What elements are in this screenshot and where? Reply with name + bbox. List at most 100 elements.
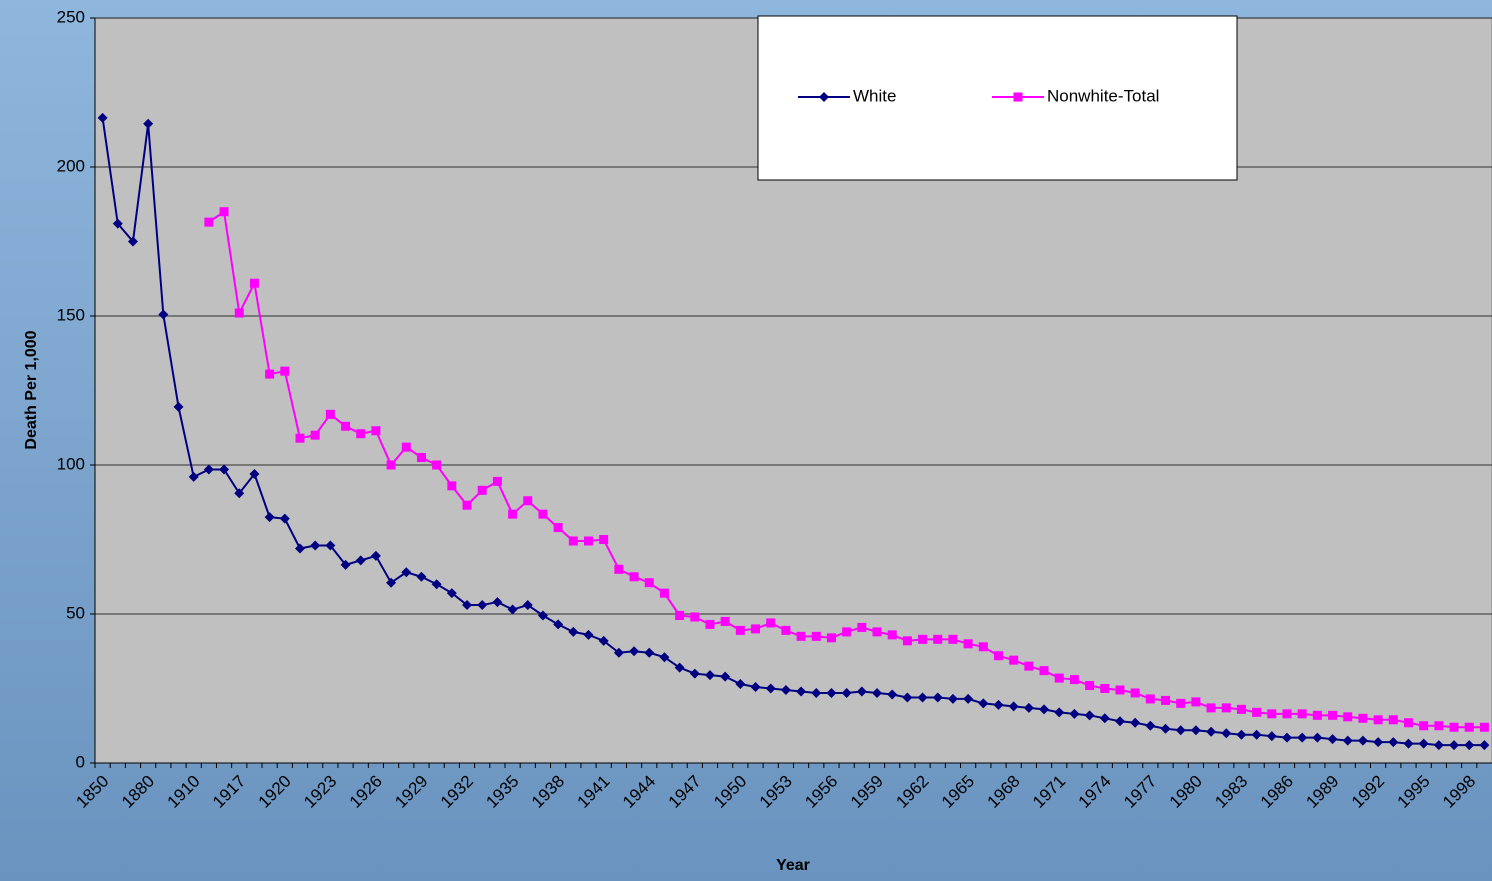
marker xyxy=(1251,729,1262,740)
legend: White Nonwhite-Total xyxy=(757,15,1238,181)
marker xyxy=(614,564,624,574)
marker xyxy=(508,509,518,519)
marker xyxy=(750,682,761,693)
marker xyxy=(1479,740,1490,751)
marker xyxy=(674,662,685,673)
marker xyxy=(1190,725,1201,736)
marker xyxy=(1130,717,1141,728)
marker xyxy=(492,476,502,486)
marker xyxy=(280,366,290,376)
marker xyxy=(173,401,184,412)
marker xyxy=(675,610,685,620)
marker xyxy=(416,571,427,582)
marker xyxy=(1449,740,1460,751)
marker xyxy=(1328,710,1338,720)
marker xyxy=(203,464,214,475)
marker xyxy=(644,578,654,588)
marker xyxy=(1024,661,1034,671)
marker xyxy=(492,597,503,608)
marker xyxy=(1160,723,1171,734)
marker xyxy=(887,689,898,700)
marker xyxy=(842,627,852,637)
marker xyxy=(629,572,639,582)
marker xyxy=(1464,722,1474,732)
marker xyxy=(1221,728,1232,739)
marker xyxy=(1145,694,1155,704)
marker xyxy=(1479,722,1489,732)
marker xyxy=(1357,735,1368,746)
marker xyxy=(325,540,336,551)
marker xyxy=(462,600,473,611)
marker xyxy=(963,639,973,649)
marker xyxy=(1009,655,1019,665)
marker xyxy=(188,471,199,482)
marker xyxy=(219,464,230,475)
marker xyxy=(249,278,259,288)
marker xyxy=(401,442,411,452)
marker xyxy=(447,481,457,491)
marker xyxy=(902,692,913,703)
marker xyxy=(1282,732,1293,743)
marker xyxy=(1282,709,1292,719)
marker xyxy=(1069,675,1079,685)
marker xyxy=(720,616,730,626)
marker xyxy=(1464,740,1475,751)
marker xyxy=(811,687,822,698)
marker xyxy=(1252,707,1262,717)
marker xyxy=(1039,704,1050,715)
y-tick-label: 0 xyxy=(76,752,85,771)
marker xyxy=(234,488,245,499)
marker xyxy=(1161,695,1171,705)
marker xyxy=(1100,684,1110,693)
marker xyxy=(857,622,867,632)
marker xyxy=(796,631,806,641)
marker xyxy=(613,647,624,658)
marker xyxy=(1343,712,1353,722)
marker xyxy=(599,535,609,544)
marker xyxy=(720,671,731,682)
marker xyxy=(97,112,108,123)
marker xyxy=(963,693,974,704)
marker xyxy=(294,543,305,554)
marker xyxy=(917,692,928,703)
marker xyxy=(993,651,1003,661)
marker xyxy=(249,468,260,479)
marker xyxy=(522,600,533,611)
marker xyxy=(523,496,533,506)
marker xyxy=(1023,702,1034,713)
marker xyxy=(796,686,807,697)
marker xyxy=(689,668,700,679)
y-tick-label: 150 xyxy=(57,305,85,324)
marker xyxy=(355,555,366,566)
marker xyxy=(1267,709,1277,719)
marker xyxy=(341,421,351,431)
marker xyxy=(1266,731,1277,742)
marker xyxy=(356,429,366,439)
marker xyxy=(1433,740,1444,751)
marker xyxy=(1206,703,1216,713)
marker xyxy=(584,536,594,546)
marker xyxy=(401,567,412,578)
marker xyxy=(766,618,776,628)
marker xyxy=(704,670,715,681)
marker xyxy=(264,512,275,523)
marker xyxy=(446,588,457,599)
marker xyxy=(659,588,669,598)
marker xyxy=(1039,666,1049,676)
marker xyxy=(826,633,836,643)
marker xyxy=(432,460,442,470)
marker xyxy=(1236,704,1246,714)
marker xyxy=(1388,715,1398,725)
marker xyxy=(568,536,578,546)
marker xyxy=(386,577,397,588)
y-tick-label: 250 xyxy=(57,7,85,26)
marker xyxy=(1403,738,1414,749)
marker xyxy=(568,626,579,637)
marker xyxy=(370,550,381,561)
marker xyxy=(1084,710,1095,721)
marker xyxy=(219,207,229,217)
marker xyxy=(948,634,958,644)
marker xyxy=(158,309,169,320)
y-tick-label: 200 xyxy=(57,156,85,175)
marker xyxy=(629,646,640,657)
